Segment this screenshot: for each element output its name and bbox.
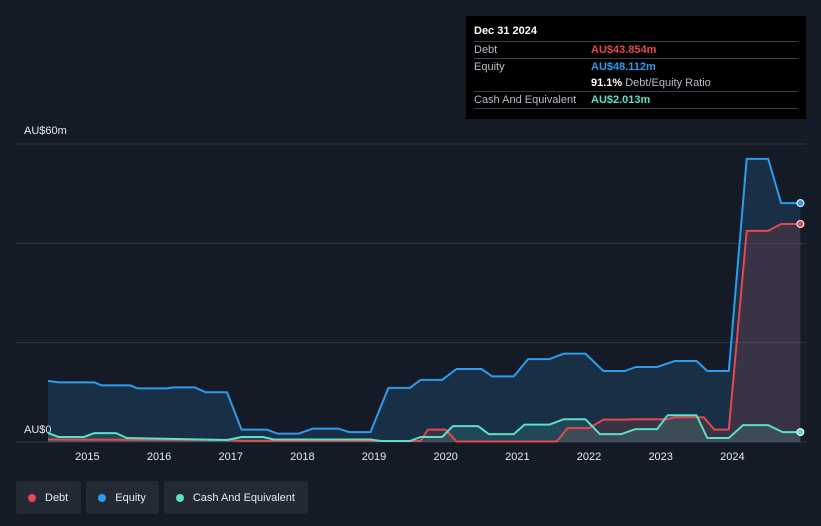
debt-endpoint bbox=[796, 219, 805, 228]
x-tick-2021: 2021 bbox=[505, 451, 529, 463]
tooltip-row-cash: Cash And Equivalent AU$2.013m bbox=[474, 92, 798, 109]
tooltip-equity-label: Equity bbox=[474, 61, 505, 73]
cash-and-equivalent-line bbox=[47, 414, 801, 442]
legend-equity-label: Equity bbox=[115, 491, 146, 504]
equity-line bbox=[47, 157, 801, 435]
tooltip-ratio-label: Debt/Equity Ratio bbox=[625, 77, 711, 89]
debt-line bbox=[47, 223, 801, 443]
tooltip-ratio-value: 91.1% bbox=[591, 77, 623, 89]
series-areas bbox=[48, 158, 801, 442]
x-tick-2018: 2018 bbox=[290, 451, 314, 463]
tooltip-date: Dec 31 2024 bbox=[474, 24, 798, 42]
x-tick-2015: 2015 bbox=[75, 451, 99, 463]
x-tick-2019: 2019 bbox=[362, 451, 386, 463]
x-tick-2016: 2016 bbox=[147, 451, 171, 463]
debt-equity-chart: 2015 2016 2017 2018 2019 2020 2021 2022 2023 2024 bbox=[16, 143, 806, 463]
legend-item-debt[interactable]: Debt bbox=[16, 481, 82, 514]
cash-and-equivalent-endpoint bbox=[796, 428, 805, 437]
series-endpoints bbox=[796, 199, 805, 437]
legend-debt-label: Debt bbox=[45, 491, 69, 504]
tooltip-debt-label: Debt bbox=[474, 44, 498, 56]
tooltip-row-ratio: 91.1% Debt/Equity Ratio bbox=[474, 75, 798, 92]
legend-item-cash[interactable]: Cash And Equivalent bbox=[163, 481, 308, 514]
y-axis-max-label: AU$60m bbox=[24, 125, 67, 137]
equity-endpoint bbox=[796, 199, 805, 208]
tooltip-row-equity: Equity AU$48.112m bbox=[474, 59, 798, 75]
equity-dot-icon bbox=[98, 493, 107, 502]
cash-and-equivalent-area bbox=[48, 415, 801, 442]
tooltip-debt-value: AU$43.854m bbox=[591, 44, 657, 56]
x-tick-2024: 2024 bbox=[720, 451, 744, 463]
tooltip-row-debt: Debt AU$43.854m bbox=[474, 42, 798, 59]
y-axis-min-label: AU$0 bbox=[24, 424, 52, 436]
x-tick-2022: 2022 bbox=[577, 451, 601, 463]
tooltip-equity-value: AU$48.112m bbox=[591, 61, 656, 73]
legend-item-equity[interactable]: Equity bbox=[86, 481, 159, 514]
x-tick-2017: 2017 bbox=[218, 451, 242, 463]
tooltip-cash-label: Cash And Equivalent bbox=[474, 94, 577, 106]
cash-dot-icon bbox=[175, 493, 184, 502]
x-axis-ticks: 2015 2016 2017 2018 2019 2020 2021 2022 2023 2024 bbox=[75, 451, 744, 463]
legend-cash-label: Cash And Equivalent bbox=[192, 491, 295, 504]
tooltip-cash-value: AU$2.013m bbox=[591, 94, 651, 106]
x-tick-2020: 2020 bbox=[433, 451, 457, 463]
equity-area bbox=[48, 158, 801, 442]
series-lines bbox=[47, 157, 801, 443]
legend: Debt Equity Cash And Equivalent bbox=[16, 481, 308, 514]
debt-dot-icon bbox=[28, 493, 36, 502]
x-tick-2023: 2023 bbox=[648, 451, 672, 463]
tooltip-panel: Dec 31 2024 Debt AU$43.854m Equity AU$48… bbox=[466, 16, 806, 119]
